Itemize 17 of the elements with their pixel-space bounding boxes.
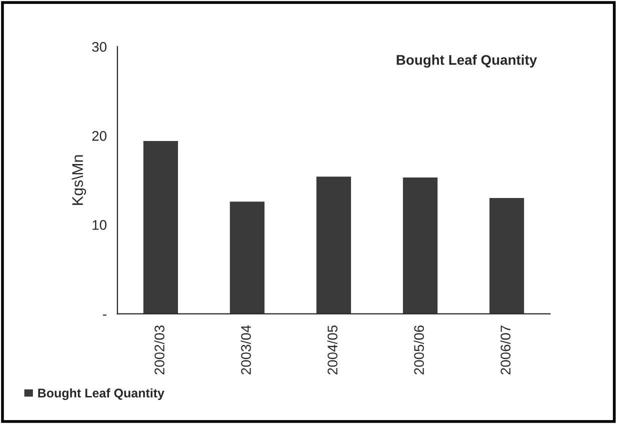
text: Bought Leaf Quantity bbox=[396, 54, 537, 68]
bar bbox=[489, 198, 524, 314]
bar bbox=[230, 202, 265, 314]
legend-label: Bought Leaf Quantity bbox=[38, 388, 164, 400]
x-tick-label: 2003/04 bbox=[240, 325, 251, 374]
x-tick-label: 2006/07 bbox=[500, 326, 510, 374]
bar bbox=[143, 141, 178, 314]
y-axis-title: Kgs\Mn bbox=[72, 155, 86, 205]
x-tick-label: 2005/06 bbox=[414, 325, 424, 374]
y-tick-label: 30 bbox=[92, 42, 106, 52]
y-tick-label: 20 bbox=[92, 131, 106, 141]
bar bbox=[402, 178, 438, 314]
y-tick-label: 10 bbox=[92, 220, 106, 230]
bar bbox=[316, 176, 352, 314]
x-tick-label: 2002/03 bbox=[154, 325, 164, 374]
x-tick-label: 2004/05 bbox=[327, 325, 338, 374]
y-tick-label: - bbox=[102, 314, 106, 316]
